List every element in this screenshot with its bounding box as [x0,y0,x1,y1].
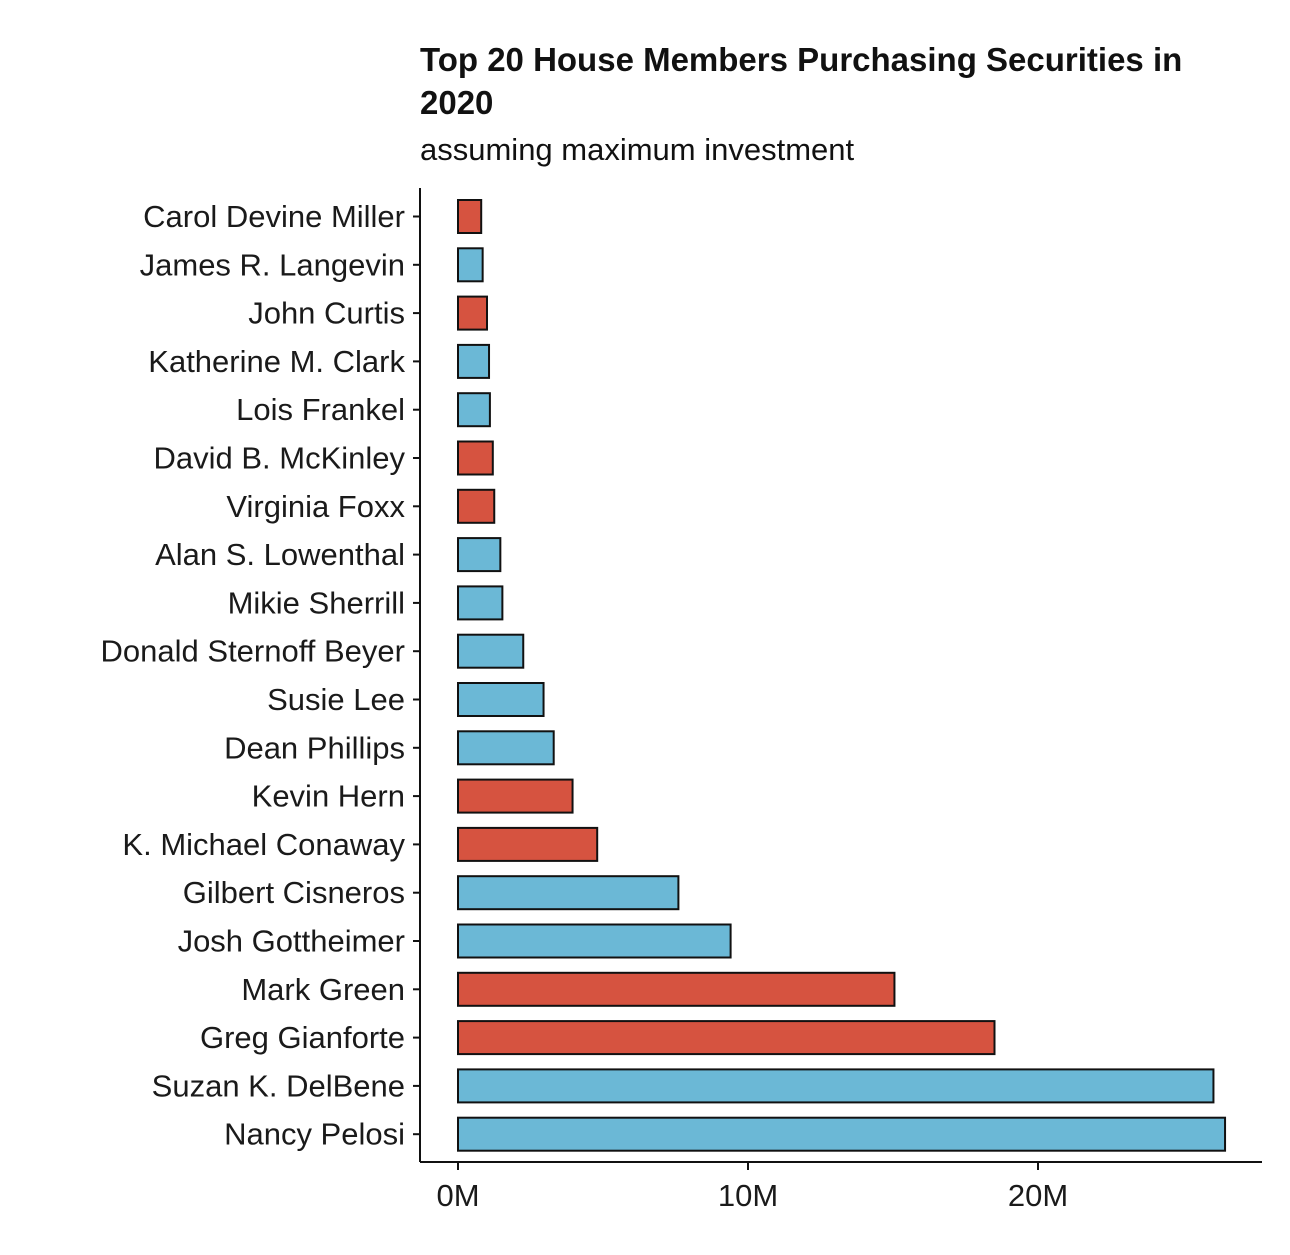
bar [457,826,599,862]
y-tick-label: Mikie Sherrill [228,585,405,620]
x-tick-label: 0M [436,1178,479,1213]
x-axis: 0M 10M 20M [420,1161,1262,1213]
bar [457,1068,1215,1104]
x-tick-label: 20M [1008,1178,1068,1213]
y-tick-label: Carol Devine Miller [143,199,405,234]
bar [457,295,488,331]
y-tick-label: K. Michael Conaway [122,827,405,862]
bar [457,199,483,234]
y-tick-label: Nancy Pelosi [224,1117,405,1152]
bar [457,392,491,428]
x-tick-label: 10M [718,1178,778,1213]
bar [457,1116,1227,1152]
y-tick-label: Virginia Foxx [226,489,405,524]
y-tick-label: Susie Lee [267,682,405,717]
y-tick-label: Lois Frankel [236,392,405,427]
bar [457,730,555,766]
bars-layer [457,199,1227,1152]
y-tick-label: Gilbert Cisneros [183,875,405,910]
bar [457,682,545,717]
y-tick-label: Josh Gottheimer [178,924,405,959]
chart-subtitle: assuming maximum investment [420,132,855,167]
bar [457,875,680,911]
chart-title: Top 20 House Members Purchasing Securiti… [420,41,1183,121]
bar [457,537,502,573]
y-tick-label: David B. McKinley [153,441,405,476]
y-axis: Carol Devine Miller James R. Langevin John… [101,188,421,1162]
y-tick-label: Suzan K. DelBene [152,1068,405,1103]
y-tick-label: James R. Langevin [140,247,405,282]
y-tick-label: Greg Gianforte [200,1020,405,1055]
bar [457,1020,996,1056]
y-tick-label: John Curtis [248,296,405,331]
bar [457,343,491,379]
y-tick-label: Donald Sternoff Beyer [101,634,405,669]
bar [457,488,496,524]
bar [457,585,504,621]
bar [457,971,896,1007]
y-tick-label: Katherine M. Clark [148,344,405,379]
y-tick-label: Dean Phillips [224,730,405,765]
bar [457,778,574,814]
bar [457,633,525,669]
y-tick-label: Mark Green [241,972,405,1007]
y-tick-label: Kevin Hern [252,779,405,814]
y-tick-label: Alan S. Lowenthal [155,537,405,572]
bar [457,247,484,283]
bar [457,923,732,959]
bar [457,440,494,476]
